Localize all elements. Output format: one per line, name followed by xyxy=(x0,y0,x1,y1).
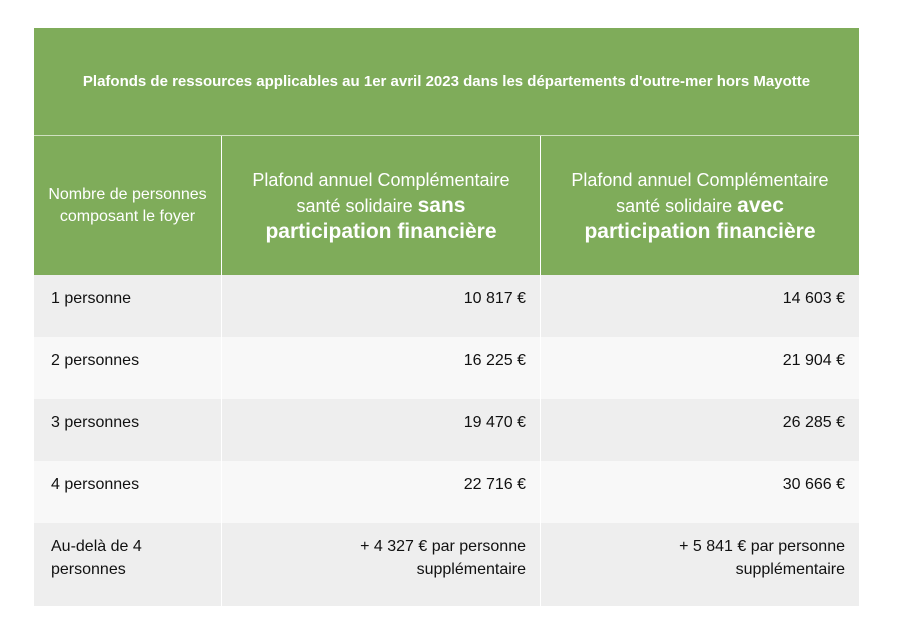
table-row: 3 personnes 19 470 € 26 285 € xyxy=(34,399,859,461)
header-label: Plafond annuel Complémentaire santé soli… xyxy=(571,169,829,216)
header-emphasis: avec participation financière xyxy=(584,193,816,243)
ceiling-without: 22 716 € xyxy=(222,461,541,523)
ceiling-with: + 5 841 € par personne supplémentaire xyxy=(541,523,859,606)
table-row: 4 personnes 22 716 € 30 666 € xyxy=(34,461,859,523)
ceiling-with: 21 904 € xyxy=(541,337,859,399)
ceiling-without: 10 817 € xyxy=(222,275,541,337)
ceiling-without: 16 225 € xyxy=(222,337,541,399)
ceiling-with: 14 603 € xyxy=(541,275,859,337)
ceiling-with: 26 285 € xyxy=(541,399,859,461)
table-header-row: Nombre de personnes composant le foyer P… xyxy=(34,136,859,275)
household-label: 2 personnes xyxy=(34,337,222,399)
table-row: 2 personnes 16 225 € 21 904 € xyxy=(34,337,859,399)
ceiling-without: 19 470 € xyxy=(222,399,541,461)
header-label: Plafond annuel Complémentaire santé soli… xyxy=(252,169,510,216)
ceiling-with: 30 666 € xyxy=(541,461,859,523)
household-label: 1 personne xyxy=(34,275,222,337)
header-label: Nombre de personnes composant le foyer xyxy=(48,185,207,225)
household-label: 4 personnes xyxy=(34,461,222,523)
household-label: Au-delà de 4 personnes xyxy=(34,523,222,606)
household-label: 3 personnes xyxy=(34,399,222,461)
header-with-participation: Plafond annuel Complémentaire santé soli… xyxy=(541,136,859,275)
table-title: Plafonds de ressources applicables au 1e… xyxy=(34,28,859,136)
table-row: Au-delà de 4 personnes + 4 327 € par per… xyxy=(34,523,859,606)
header-emphasis: sans participation financière xyxy=(265,193,497,243)
header-without-participation: Plafond annuel Complémentaire santé soli… xyxy=(222,136,541,275)
resource-ceilings-table: Plafonds de ressources applicables au 1e… xyxy=(34,28,859,606)
table-row: 1 personne 10 817 € 14 603 € xyxy=(34,275,859,337)
header-household-size: Nombre de personnes composant le foyer xyxy=(34,136,222,275)
ceiling-without: + 4 327 € par personne supplémentaire xyxy=(222,523,541,606)
